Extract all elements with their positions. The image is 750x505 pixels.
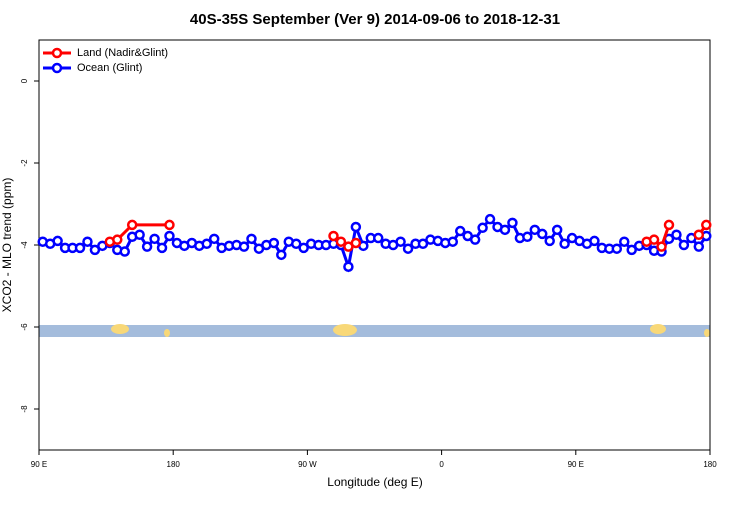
data-point [693,229,705,240]
data-point [246,233,257,245]
legend-label: Ocean (Glint) [77,62,142,74]
data-point [671,229,682,240]
data-point [559,238,570,250]
data-point [447,236,459,247]
data-point [656,241,667,252]
data-point [529,224,541,236]
data-point [52,235,63,247]
data-point [268,237,280,249]
data-point [499,224,511,236]
data-point [350,237,362,249]
ocean-strip [39,325,710,337]
data-point [112,234,123,245]
data-point [522,231,533,243]
data-point [589,235,600,247]
x-axis-label: Longitude (deg E) [327,475,422,489]
data-point [537,228,548,240]
x-tick-label: 180 [703,460,717,469]
y-axis-label: XCO2 - MLO trend (ppm) [0,178,14,313]
data-point [507,217,518,229]
y-tick-label: -4 [20,241,29,249]
data-point [663,219,675,231]
y-tick-label: -6 [20,323,29,331]
data-point [238,241,250,252]
data-point [417,238,429,250]
data-point [611,243,623,254]
data-point [551,224,563,236]
chart-title: 40S-35S September (Ver 9) 2014-09-06 to … [190,11,560,28]
data-point [350,221,362,233]
data-point [328,230,339,242]
land-blob [650,324,666,334]
data-point [156,242,168,254]
data-point [89,244,101,256]
data-point [201,238,212,250]
legend-marker [51,62,63,74]
legend-marker [51,47,63,59]
data-point [335,236,347,247]
data-point [141,241,153,252]
data-point [693,241,705,252]
data-point [74,242,86,254]
y-tick-label: -2 [20,159,29,167]
legend-label: Land (Nadir&Glint) [77,47,168,59]
x-tick-label: 90 E [568,460,584,469]
data-point [343,261,354,272]
data-point [372,232,384,244]
data-point [290,238,302,250]
map-strip [39,324,710,337]
data-point [678,239,690,251]
x-tick-label: 180 [167,460,181,469]
data-point [626,244,637,256]
data-point [119,246,130,257]
x-tick-label: 90 E [31,460,47,469]
data-point [82,236,93,247]
data-point [164,219,175,231]
data-point [648,234,660,245]
land-blob [164,329,170,337]
data-point [164,230,175,242]
data-point [149,233,160,245]
data-point [134,229,145,240]
data-point [544,235,555,247]
data-point [477,222,488,234]
y-tick-label: 0 [20,78,29,83]
data-point [276,249,287,261]
data-point [208,233,220,245]
data-point [469,234,481,245]
land-blob [333,324,357,336]
data-point [454,225,466,237]
data-point [619,236,630,247]
data-point [402,243,414,254]
x-tick-label: 90 W [298,460,317,469]
x-tick-label: 0 [439,460,444,469]
land-blob [111,324,129,334]
land-blob [704,329,710,337]
data-point [126,219,138,231]
data-point [484,213,496,225]
data-point [395,236,406,247]
y-tick-label: -8 [20,405,29,413]
data-point [298,242,309,254]
data-point [701,219,712,231]
